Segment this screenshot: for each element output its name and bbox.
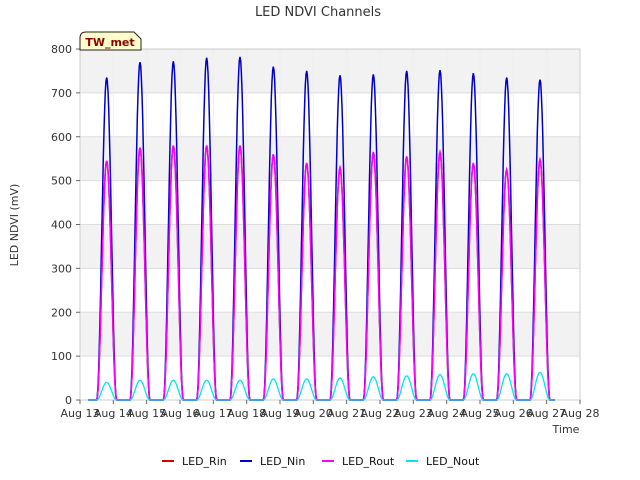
chart-title: LED NDVI Channels <box>255 5 381 20</box>
y-tick-label: 800 <box>51 43 72 56</box>
x-tick-label: Aug 14 <box>94 407 133 420</box>
y-tick-label: 600 <box>51 131 72 144</box>
x-tick-label: Aug 22 <box>361 407 400 420</box>
x-tick-label: Aug 23 <box>394 407 433 420</box>
x-tick-label: Aug 24 <box>427 407 466 420</box>
series-line-led-nout <box>88 371 555 401</box>
x-tick-label: Aug 16 <box>161 407 200 420</box>
x-tick-label: Aug 17 <box>194 407 233 420</box>
legend-label: LED_Nout <box>426 455 480 468</box>
y-axis-ticks: 0 100 200 300 400 500 600 700 800 <box>51 43 80 407</box>
grid-band <box>80 49 580 93</box>
y-tick-label: 0 <box>65 394 72 407</box>
x-tick-label: Aug 26 <box>494 407 533 420</box>
station-badge: TW_met <box>79 31 142 51</box>
x-axis-title: Time <box>552 423 580 436</box>
legend-label: LED_Nin <box>260 455 305 468</box>
y-axis-title: LED NDVI (mV) <box>8 184 21 267</box>
grid-bands <box>80 49 580 357</box>
grid-band <box>80 224 580 269</box>
grid-band <box>80 312 580 357</box>
badge-shape <box>79 31 142 51</box>
x-tick-label: Aug 19 <box>261 407 300 420</box>
x-tick-label: Aug 15 <box>127 407 166 420</box>
legend-label: LED_Rout <box>342 455 395 468</box>
x-tick-label: Aug 18 <box>227 407 266 420</box>
y-tick-label: 100 <box>51 350 72 363</box>
x-tick-label: Aug 21 <box>327 407 366 420</box>
y-tick-label: 200 <box>51 306 72 319</box>
legend: LED_Rin LED_Nin LED_Rout LED_Nout <box>162 455 480 468</box>
x-tick-label: Aug 20 <box>294 407 333 420</box>
y-tick-label: 500 <box>51 175 72 188</box>
y-tick-label: 400 <box>51 219 72 232</box>
badge-label: TW_met <box>85 36 134 49</box>
x-tick-label: Aug 25 <box>461 407 500 420</box>
x-tick-label: Aug 28 <box>561 407 600 420</box>
y-tick-label: 300 <box>51 262 72 275</box>
legend-label: LED_Rin <box>182 455 227 468</box>
x-tick-label: Aug 13 <box>61 407 100 420</box>
y-tick-label: 700 <box>51 87 72 100</box>
x-tick-label: Aug 27 <box>527 407 566 420</box>
grid-band <box>80 136 580 181</box>
series-lines <box>88 56 555 401</box>
